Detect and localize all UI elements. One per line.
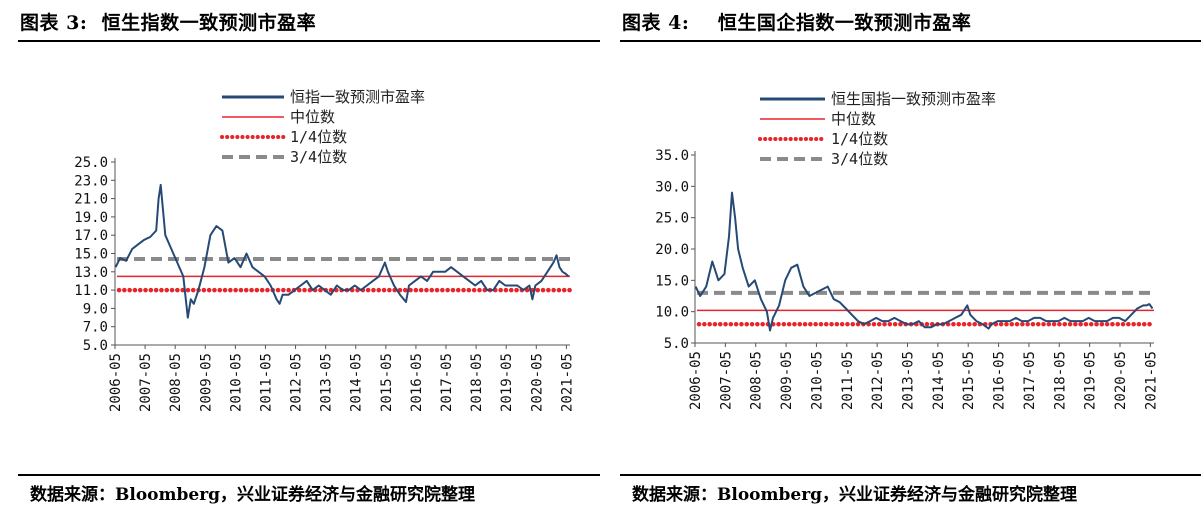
y-tick-label: 17.0 xyxy=(74,228,108,244)
legend-label-series: 恒生国指一致预测市盈率 xyxy=(831,90,996,108)
x-tick-label: 2021-05 xyxy=(1143,351,1159,410)
y-tick-label: 13.0 xyxy=(74,265,108,281)
x-tick-label: 2018-05 xyxy=(1052,351,1068,410)
y-tick-label: 35.0 xyxy=(655,148,689,164)
x-tick-label: 2014-05 xyxy=(931,351,947,410)
x-tick-label: 2012-05 xyxy=(289,353,305,412)
series-line xyxy=(114,183,570,319)
legend-label-median: 中位数 xyxy=(831,110,876,128)
y-tick-label: 9.0 xyxy=(83,301,108,317)
title-divider xyxy=(620,40,1201,42)
x-tick-label: 2010-05 xyxy=(228,353,244,412)
chart-panel-hsi: 图表 3: 恒生指数一致预测市盈率 恒指一致预测市盈率 中位数 1/4位数 3/4位数… xyxy=(10,0,600,529)
x-tick-label: 2016-05 xyxy=(409,353,425,412)
x-tick-label: 2009-05 xyxy=(779,351,795,410)
legend-label-series: 恒指一致预测市盈率 xyxy=(290,88,425,106)
x-tick-label: 2009-05 xyxy=(198,353,214,412)
x-tick-label: 2020-05 xyxy=(529,353,545,412)
chart-title: 恒生指数一致预测市盈率 xyxy=(101,12,317,34)
x-tick-label: 2008-05 xyxy=(168,353,184,412)
x-tick-label: 2017-05 xyxy=(439,353,455,412)
x-tick-label: 2012-05 xyxy=(870,351,886,410)
chart-title: 恒生国企指数一致预测市盈率 xyxy=(717,12,972,34)
y-tick-label: 21.0 xyxy=(74,192,108,208)
figure-label: 图表 4: xyxy=(622,12,690,34)
x-tick-label: 2019-05 xyxy=(1083,351,1099,410)
x-tick-label: 2017-05 xyxy=(1022,351,1038,410)
x-tick-label: 2006-05 xyxy=(108,353,124,412)
series-line xyxy=(694,191,1154,332)
x-tick-label: 2011-05 xyxy=(840,351,856,410)
x-tick-label: 2018-05 xyxy=(469,353,485,412)
y-tick-label: 5.0 xyxy=(83,338,108,354)
y-tick-label: 11.0 xyxy=(74,283,108,299)
y-tick-label: 15.0 xyxy=(655,273,689,289)
legend-label-q3: 3/4位数 xyxy=(290,148,347,166)
chart-panel-hscei: 图表 4: 恒生国企指数一致预测市盈率 恒生国指一致预测市盈率 中位数 1/4位数 3… xyxy=(612,0,1201,529)
y-tick-label: 19.0 xyxy=(74,210,108,226)
source-divider xyxy=(18,474,600,476)
x-tick-label: 2007-05 xyxy=(718,351,734,410)
x-tick-label: 2020-05 xyxy=(1113,351,1129,410)
y-tick-label: 5.0 xyxy=(664,336,689,352)
title-divider xyxy=(18,40,600,42)
x-tick-label: 2010-05 xyxy=(809,351,825,410)
legend-label-q3: 3/4位数 xyxy=(831,150,888,168)
y-tick-label: 20.0 xyxy=(655,242,689,258)
x-tick-label: 2008-05 xyxy=(749,351,765,410)
x-tick-label: 2015-05 xyxy=(961,351,977,410)
x-tick-label: 2014-05 xyxy=(349,353,365,412)
x-tick-label: 2006-05 xyxy=(688,351,704,410)
x-tick-label: 2007-05 xyxy=(138,353,154,412)
figure-label: 图表 3: xyxy=(20,12,88,34)
source-note: 数据来源：Bloomberg，兴业证券经济与金融研究院整理 xyxy=(30,485,476,505)
x-tick-label: 2011-05 xyxy=(258,353,274,412)
y-tick-label: 30.0 xyxy=(655,179,689,195)
x-tick-label: 2013-05 xyxy=(319,353,335,412)
y-tick-label: 25.0 xyxy=(655,211,689,227)
x-tick-label: 2015-05 xyxy=(379,353,395,412)
y-tick-label: 7.0 xyxy=(83,320,108,336)
x-tick-label: 2021-05 xyxy=(559,353,575,412)
y-tick-label: 25.0 xyxy=(74,155,108,171)
y-tick-label: 23.0 xyxy=(74,173,108,189)
y-tick-label: 15.0 xyxy=(74,247,108,263)
figure-title: 图表 4: 恒生国企指数一致预测市盈率 xyxy=(622,8,971,35)
legend-label-median: 中位数 xyxy=(290,108,335,126)
source-divider xyxy=(620,474,1201,476)
x-tick-label: 2019-05 xyxy=(499,353,515,412)
x-tick-label: 2013-05 xyxy=(901,351,917,410)
source-note: 数据来源：Bloomberg，兴业证券经济与金融研究院整理 xyxy=(632,485,1078,505)
figure-title: 图表 3: 恒生指数一致预测市盈率 xyxy=(20,8,316,35)
legend-label-q1: 1/4位数 xyxy=(831,130,888,148)
x-tick-label: 2016-05 xyxy=(992,351,1008,410)
legend-label-q1: 1/4位数 xyxy=(290,128,347,146)
y-tick-label: 10.0 xyxy=(655,305,689,321)
